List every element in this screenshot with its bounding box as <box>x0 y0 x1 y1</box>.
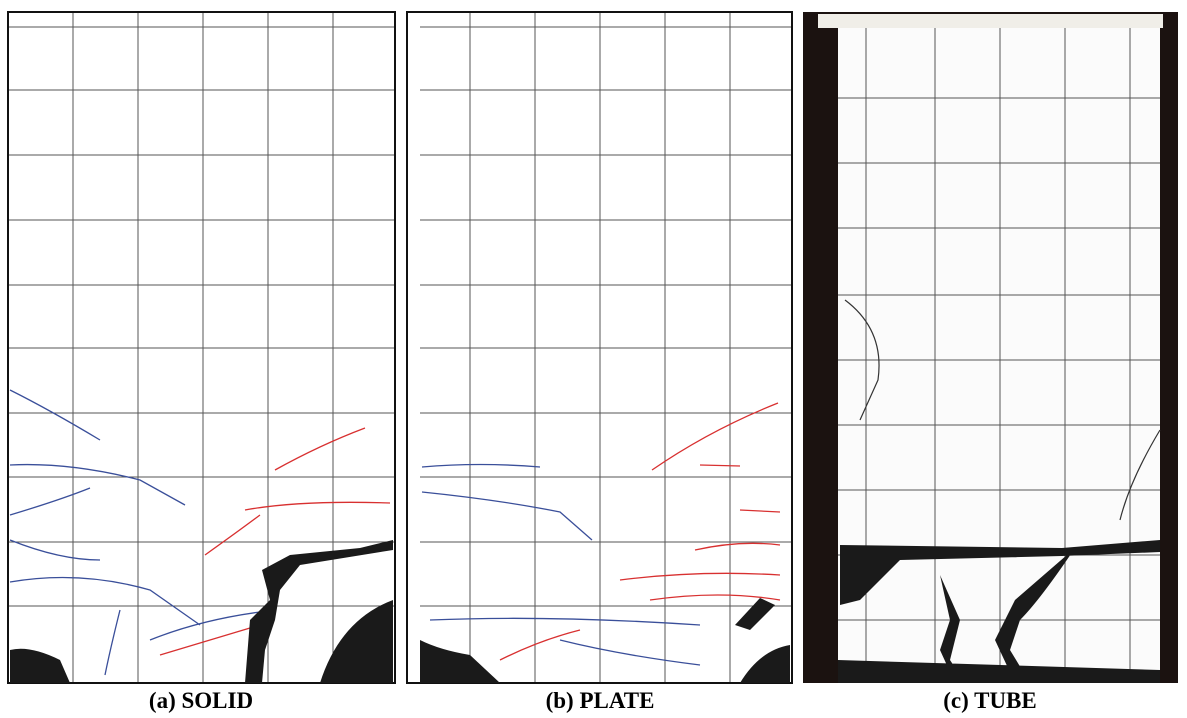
caption: (c) TUBE <box>943 688 1037 713</box>
panel-plate <box>407 12 792 683</box>
panel-tube <box>803 12 1178 683</box>
figure: (a) SOLID (b) PLATE (c) TUBE <box>0 0 1187 718</box>
top-beam <box>818 14 1163 28</box>
caption: (a) SOLID <box>149 688 253 713</box>
panel-solid <box>8 12 395 683</box>
wall <box>838 28 1160 673</box>
caption: (b) PLATE <box>546 688 655 713</box>
page: (a) SOLID (b) PLATE (c) TUBE (() => { co… <box>0 0 1187 718</box>
